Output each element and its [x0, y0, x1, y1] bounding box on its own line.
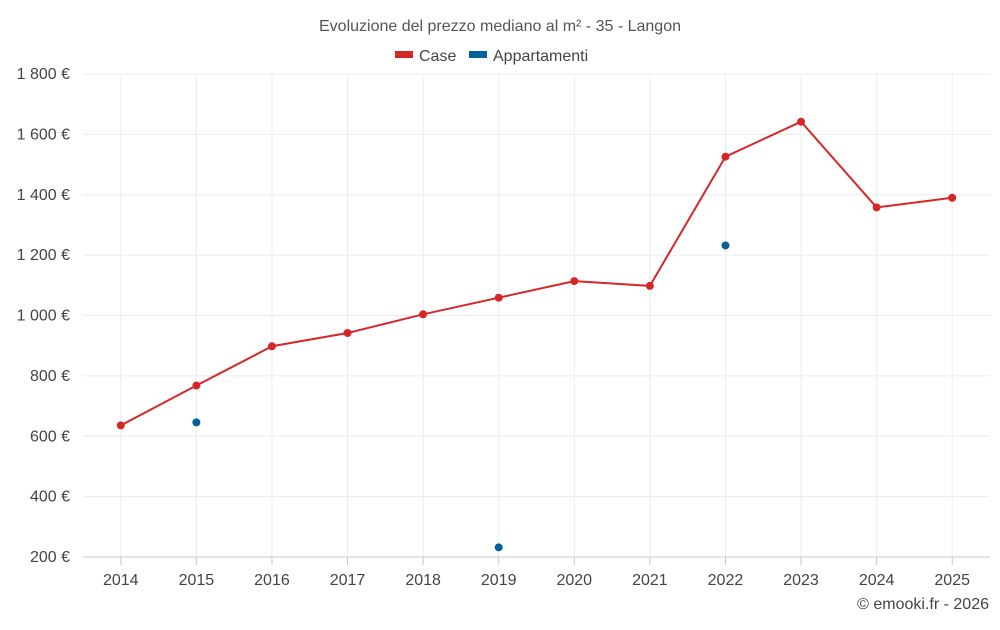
data-point-case[interactable]: [570, 277, 578, 285]
data-point-appartamenti[interactable]: [192, 418, 200, 426]
data-point-case[interactable]: [948, 194, 956, 202]
x-tick-label: 2025: [934, 572, 970, 589]
x-tick-label: 2022: [708, 572, 744, 589]
y-tick-label: 200 €: [30, 549, 70, 566]
legend-label-appartamenti: Appartamenti: [493, 48, 588, 65]
y-tick-label: 1 200 €: [17, 247, 70, 264]
x-tick-label: 2014: [103, 572, 139, 589]
data-point-case[interactable]: [797, 118, 805, 126]
y-tick-label: 1 000 €: [17, 308, 70, 325]
data-point-case[interactable]: [117, 421, 125, 429]
y-tick-label: 800 €: [30, 368, 70, 385]
y-tick-label: 1 600 €: [17, 126, 70, 143]
chart-title: Evoluzione del prezzo mediano al m² - 35…: [319, 18, 681, 35]
x-tick-label: 2024: [859, 572, 895, 589]
series-case: [117, 118, 956, 430]
axes: 200 € 400 € 600 € 800 € 1 000 € 1 200 € 1 400 …: [17, 66, 990, 589]
line-chart: Evoluzione del prezzo mediano al m² - 35…: [0, 0, 1000, 625]
data-point-case[interactable]: [646, 282, 654, 290]
data-point-case[interactable]: [873, 203, 881, 211]
legend-item-appartamenti[interactable]: Appartamenti: [469, 48, 588, 65]
y-tick-label: 1 400 €: [17, 187, 70, 204]
data-point-case[interactable]: [721, 153, 729, 161]
x-tick-label: 2019: [481, 572, 517, 589]
x-tick-label: 2021: [632, 572, 668, 589]
data-point-case[interactable]: [268, 342, 276, 350]
legend-swatch-case: [395, 51, 413, 58]
legend-label-case: Case: [419, 48, 456, 65]
data-point-case[interactable]: [495, 294, 503, 302]
y-tick-label: 1 800 €: [17, 66, 70, 83]
data-point-case[interactable]: [344, 329, 352, 337]
x-tick-label: 2016: [254, 572, 290, 589]
x-tick-label: 2023: [783, 572, 819, 589]
legend: Case Appartamenti: [395, 48, 588, 65]
chart-container: Evoluzione del prezzo mediano al m² - 35…: [0, 0, 1000, 625]
y-tick-label: 400 €: [30, 489, 70, 506]
legend-swatch-appartamenti: [469, 51, 487, 58]
data-point-appartamenti[interactable]: [495, 543, 503, 551]
data-point-appartamenti[interactable]: [721, 241, 729, 249]
x-tick-label: 2020: [556, 572, 592, 589]
series-line-case: [121, 122, 952, 426]
y-tick-label: 600 €: [30, 428, 70, 445]
data-point-case[interactable]: [419, 310, 427, 318]
x-tick-label: 2017: [330, 572, 366, 589]
series: [117, 118, 956, 552]
data-point-case[interactable]: [192, 382, 200, 390]
x-tick-label: 2018: [405, 572, 441, 589]
x-tick-label: 2015: [179, 572, 215, 589]
grid: [83, 74, 990, 557]
legend-item-case[interactable]: Case: [395, 48, 456, 65]
footer-credit: © emooki.fr - 2026: [857, 596, 989, 613]
